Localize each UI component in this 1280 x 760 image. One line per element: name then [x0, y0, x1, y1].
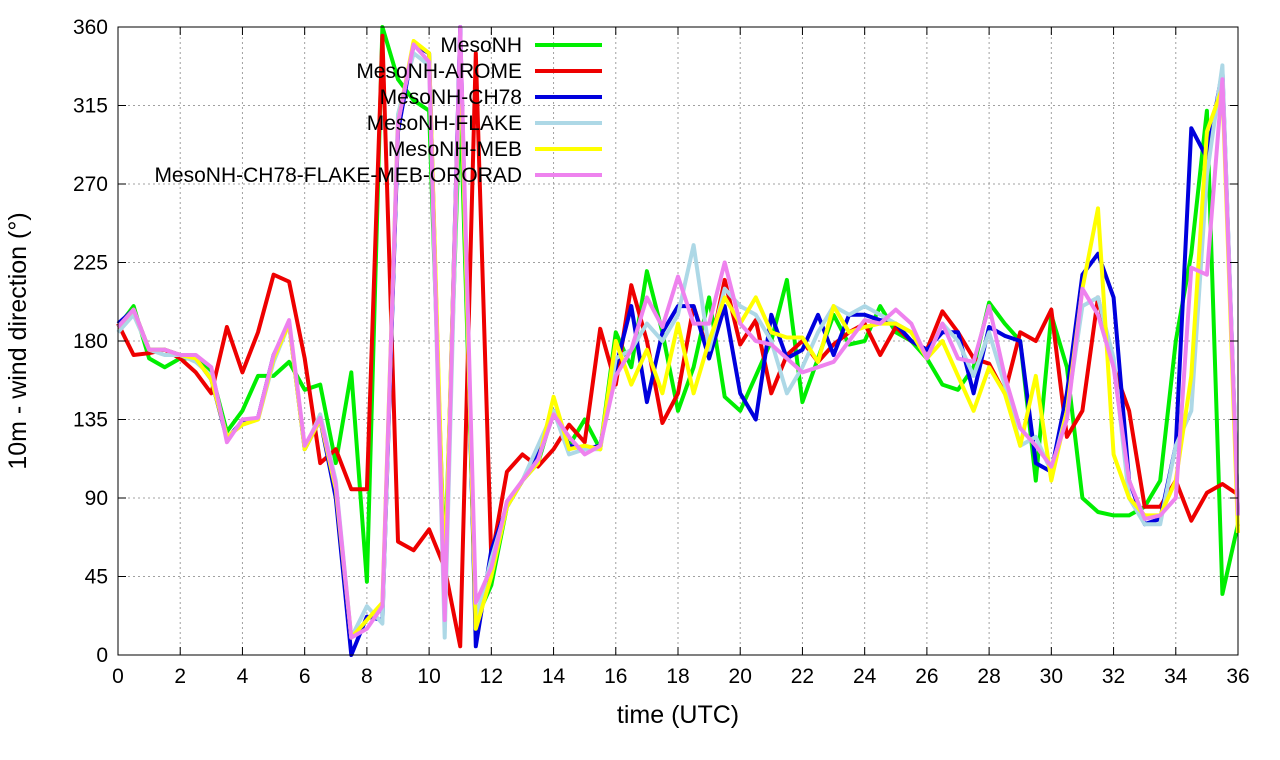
x-tick-label: 16	[604, 665, 627, 688]
x-tick-label: 6	[299, 665, 311, 688]
series-line-1	[116, 33, 1240, 649]
series-lines	[116, 25, 1240, 657]
x-tick-label: 2	[174, 665, 186, 688]
x-tick-label: 20	[729, 665, 752, 688]
legend-label: MesoNH-CH78-FLAKE-MEB-ORORAD	[154, 164, 522, 187]
x-tick-label: 4	[237, 665, 249, 688]
x-tick-label: 24	[853, 665, 877, 688]
x-tick-label: 28	[977, 665, 1000, 688]
x-tick-label: 18	[666, 665, 689, 688]
x-tick-label: 10	[417, 665, 440, 688]
legend-label: MesoNH-FLAKE	[367, 112, 522, 135]
legend: MesoNH MesoNH-AROME MesoNH-CH78 MesoNH-FLAK…	[154, 34, 602, 187]
x-tick-label: 14	[542, 665, 566, 688]
y-axis-label: 10m - wind direction (°)	[4, 212, 32, 469]
y-tick-label: 135	[73, 409, 108, 432]
x-tick-label: 34	[1164, 665, 1188, 688]
legend-label: MesoNH-AROME	[356, 60, 522, 83]
y-tick-label: 315	[73, 95, 108, 118]
y-tick-label: 45	[85, 566, 108, 589]
x-tick-label: 0	[112, 665, 124, 688]
x-tick-label: 30	[1040, 665, 1063, 688]
x-tick-label: 22	[791, 665, 814, 688]
x-tick-label: 12	[480, 665, 503, 688]
x-tick-label: 36	[1226, 665, 1249, 688]
series-line-4	[116, 39, 1240, 640]
legend-label: MesoNH	[440, 34, 522, 57]
series-line-3	[116, 51, 1240, 640]
y-tick-label: 270	[73, 173, 108, 196]
y-tick-label: 180	[73, 330, 108, 353]
axis-ticks: 0 2 4 6 8 10 12 14 16 18 20 22 24 26 28 30 32 34 360459013…	[73, 16, 1250, 688]
y-tick-label: 0	[96, 644, 108, 667]
legend-label: MesoNH-MEB	[388, 138, 522, 161]
x-tick-label: 32	[1102, 665, 1125, 688]
grid-lines	[118, 27, 1238, 655]
series-line-5	[116, 25, 1240, 640]
y-tick-label: 90	[85, 487, 108, 510]
x-tick-label: 26	[915, 665, 938, 688]
x-axis-label: time (UTC)	[617, 701, 739, 729]
y-tick-label: 360	[73, 16, 108, 39]
y-tick-label: 225	[73, 252, 108, 275]
legend-label: MesoNH-CH78	[380, 86, 522, 109]
x-tick-label: 8	[361, 665, 373, 688]
